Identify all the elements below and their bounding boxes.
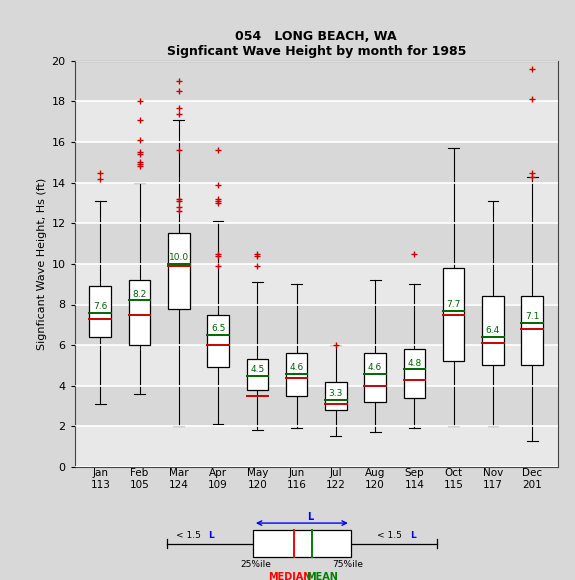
Text: 75%ile: 75%ile — [332, 560, 363, 570]
Text: MEDIAN: MEDIAN — [268, 572, 312, 580]
Bar — [75, 304, 558, 345]
Text: MEAN: MEAN — [306, 572, 338, 580]
Text: 4.6: 4.6 — [289, 363, 304, 372]
Bar — [75, 142, 558, 183]
Y-axis label: Signficant Wave Height, Hs (ft): Signficant Wave Height, Hs (ft) — [37, 178, 47, 350]
Text: < 1.5: < 1.5 — [377, 531, 405, 541]
Bar — [168, 233, 190, 309]
Bar — [482, 296, 504, 365]
Text: 4.8: 4.8 — [407, 359, 421, 368]
Bar — [75, 264, 558, 305]
Bar — [75, 345, 558, 386]
Text: 3.3: 3.3 — [329, 389, 343, 398]
Bar — [75, 386, 558, 426]
Bar — [75, 426, 558, 467]
Bar — [75, 61, 558, 102]
Bar — [129, 280, 150, 345]
Bar — [75, 102, 558, 142]
Bar — [75, 223, 558, 264]
Text: 7.1: 7.1 — [525, 312, 539, 321]
Bar — [247, 359, 268, 390]
Text: 6.5: 6.5 — [211, 324, 225, 334]
Bar — [365, 353, 386, 402]
Text: 7.7: 7.7 — [447, 300, 461, 309]
Text: 8.2: 8.2 — [132, 290, 147, 299]
Text: 6.4: 6.4 — [486, 327, 500, 335]
Text: L: L — [308, 512, 313, 523]
Text: 4.6: 4.6 — [368, 363, 382, 372]
Text: < 1.5: < 1.5 — [176, 531, 204, 541]
Bar — [286, 353, 308, 396]
Title: 054   LONG BEACH, WA
Signficant Wave Height by month for 1985: 054 LONG BEACH, WA Signficant Wave Heigh… — [167, 30, 466, 59]
Bar — [325, 382, 347, 410]
Text: 10.0: 10.0 — [168, 253, 189, 262]
Bar — [522, 296, 543, 365]
Text: 7.6: 7.6 — [93, 302, 108, 311]
Text: 25%ile: 25%ile — [240, 560, 271, 570]
Bar — [443, 268, 465, 361]
Bar — [90, 286, 111, 337]
Bar — [207, 314, 229, 368]
Text: L: L — [208, 531, 214, 541]
Bar — [404, 349, 426, 398]
Text: L: L — [409, 531, 415, 541]
Text: 4.5: 4.5 — [250, 365, 264, 374]
Bar — [75, 183, 558, 223]
Bar — [253, 530, 351, 557]
